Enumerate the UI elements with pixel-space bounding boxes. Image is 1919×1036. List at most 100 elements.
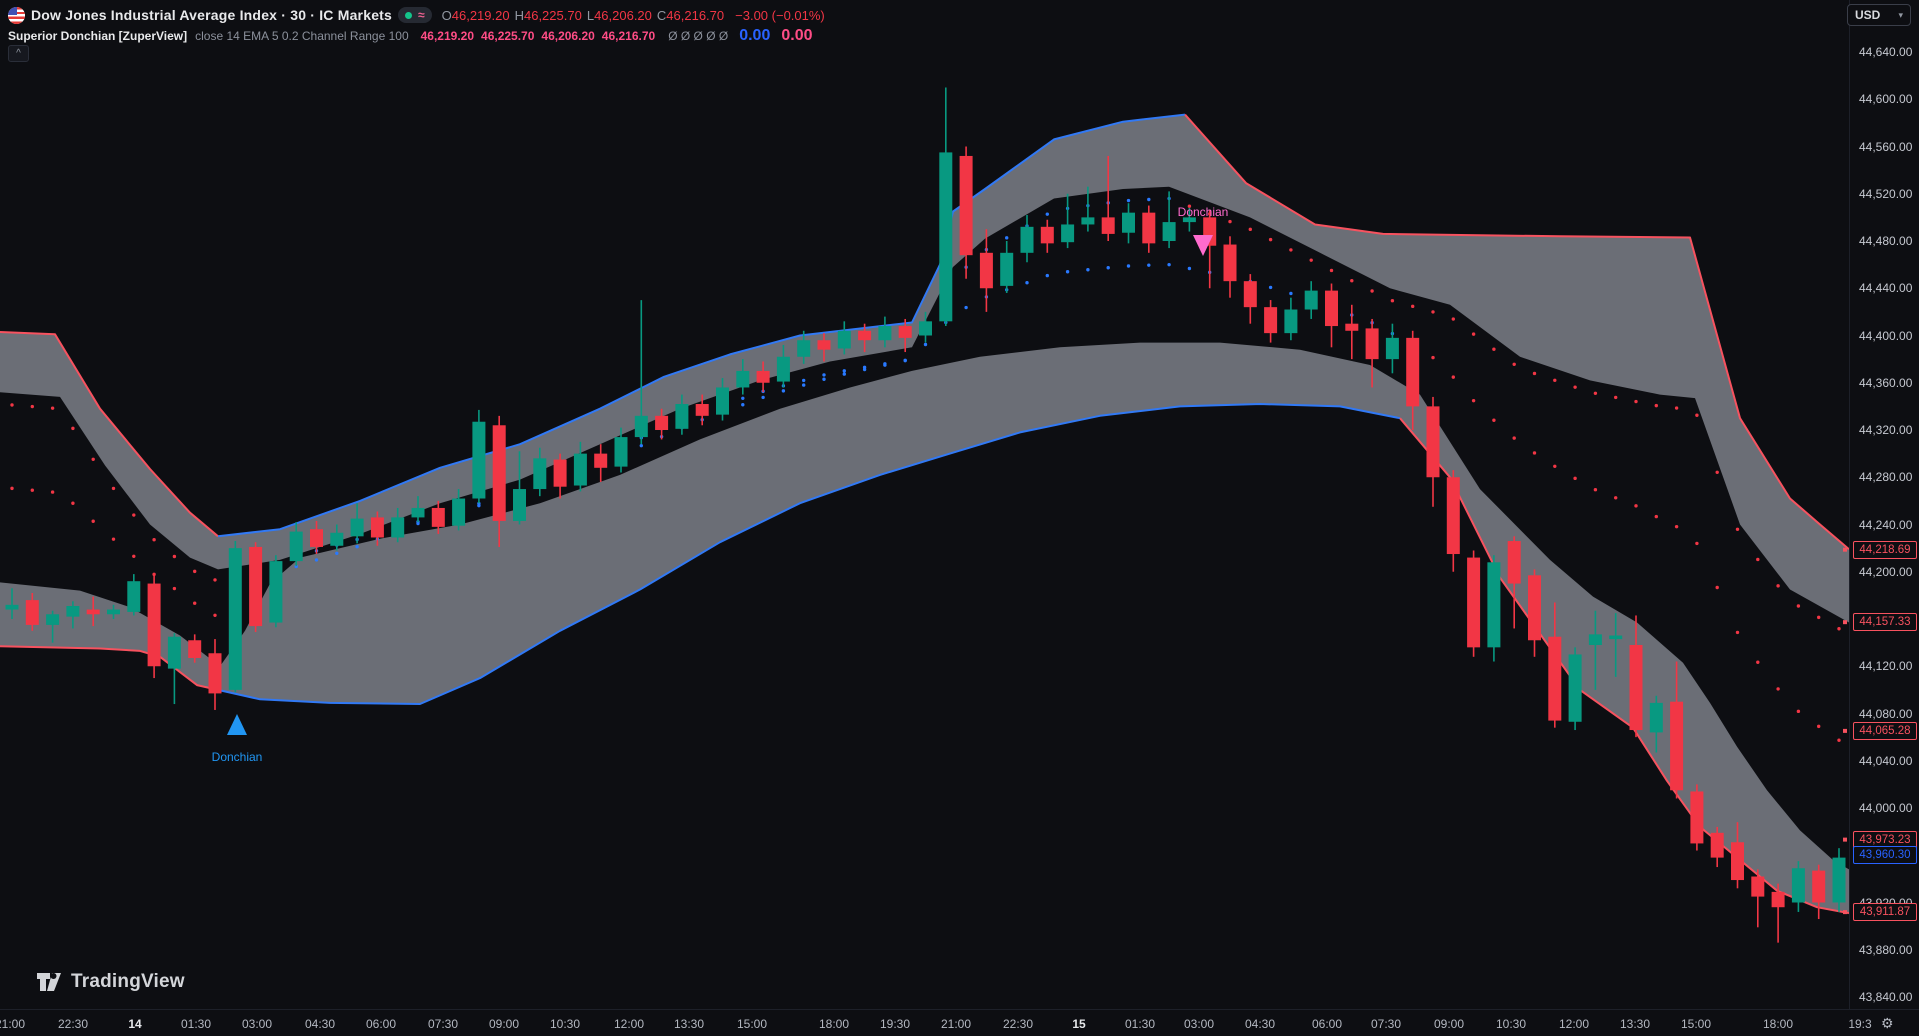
- candle-body: [1325, 290, 1338, 327]
- dotted-ema-high: [314, 558, 319, 562]
- candle-body: [797, 340, 811, 357]
- dotted-ema-high: [294, 564, 298, 569]
- upper-band-border: [217, 113, 1186, 538]
- candle-body: [411, 507, 425, 518]
- dotted-ema-high: [1715, 470, 1719, 474]
- time-axis-label: 10:30: [549, 1017, 581, 1031]
- price-axis-label: 44,600.00: [1859, 92, 1913, 107]
- dotted-basis: [1837, 738, 1841, 742]
- market-open-dot-icon: [405, 11, 413, 19]
- dotted-basis: [923, 342, 928, 347]
- price-axis[interactable]: 44,640.00 44,600.00 44,560.00 44,520.00 44,4…: [1849, 0, 1919, 1009]
- dotted-basis: [842, 372, 846, 376]
- dotted-basis: [903, 358, 907, 363]
- time-axis-label: 01:30: [1124, 1017, 1156, 1031]
- dotted-basis: [111, 537, 116, 541]
- dotted-ema-high: [1289, 248, 1293, 252]
- time-axis-label: 09:00: [1433, 1017, 1465, 1031]
- dotted-ema-high: [1248, 227, 1253, 232]
- price-axis-label: 44,560.00: [1859, 139, 1913, 154]
- time-axis-label: 04:30: [1244, 1017, 1276, 1031]
- dotted-basis: [1695, 541, 1699, 546]
- candle-body: [86, 609, 100, 615]
- legend-collapse-button[interactable]: ^: [8, 45, 29, 62]
- indicator-value: 46,225.70: [481, 29, 535, 43]
- candle-body: [655, 415, 669, 430]
- dotted-ema-high: [193, 569, 197, 574]
- wave-icon: ≈: [418, 8, 425, 22]
- dotted-ema-high: [1228, 219, 1232, 224]
- dotted-basis: [1817, 724, 1821, 729]
- candle-body: [249, 546, 263, 627]
- indicator-params: close 14 EMA 5 0.2 Channel Range 100: [195, 29, 409, 43]
- candle-body: [1832, 857, 1846, 903]
- dotted-basis: [1431, 355, 1435, 360]
- candle-body: [1670, 701, 1684, 791]
- dotted-basis: [1634, 504, 1638, 508]
- time-axis-label: 07:30: [1370, 1017, 1402, 1031]
- candle-body: [776, 356, 790, 382]
- price-axis-label: 44,360.00: [1859, 375, 1913, 390]
- dotted-ema-high: [132, 513, 136, 517]
- price-tag-label: 44,065.28: [1853, 721, 1917, 740]
- time-axis-label: 07:30: [427, 1017, 459, 1031]
- candle-body: [1751, 876, 1765, 897]
- currency-label: USD: [1855, 8, 1881, 22]
- donchian-marker-label: Donchian: [1177, 205, 1229, 219]
- dotted-ema-high: [1512, 362, 1516, 366]
- price-axis-label: 44,520.00: [1859, 186, 1913, 201]
- dotted-basis: [1512, 436, 1516, 440]
- candle-body: [1710, 832, 1724, 858]
- dotted-basis: [1492, 418, 1496, 422]
- dotted-basis: [1654, 514, 1659, 519]
- dotted-basis: [639, 443, 643, 448]
- candle-body: [330, 532, 344, 546]
- dotted-basis: [71, 501, 75, 505]
- candle-body: [289, 531, 303, 562]
- dotted-basis: [1471, 398, 1476, 403]
- axis-settings-gear-icon[interactable]: ⚙: [1881, 1015, 1894, 1031]
- candle-body: [614, 437, 628, 467]
- ohlc-value: 46,206.20: [594, 7, 652, 23]
- dotted-basis: [91, 519, 95, 523]
- price-axis-label: 44,120.00: [1859, 659, 1913, 674]
- candle-body: [472, 421, 486, 499]
- price-tag-label: 44,218.69: [1853, 540, 1917, 559]
- candle-body: [370, 517, 384, 538]
- dotted-basis: [1573, 476, 1577, 481]
- symbol-title[interactable]: Dow Jones Industrial Average Index · 30 …: [31, 7, 393, 23]
- dotted-basis: [964, 305, 968, 310]
- dotted-ema-high: [50, 406, 55, 410]
- dotted-basis: [862, 367, 867, 372]
- time-axis-label: 21:00: [940, 1017, 972, 1031]
- candle-body: [1182, 217, 1196, 223]
- tag-edge-dot: [1843, 837, 1847, 842]
- candle-body: [269, 561, 283, 623]
- market-status-pill[interactable]: ≈: [398, 7, 432, 23]
- dotted-basis: [1614, 496, 1618, 500]
- candle-body: [939, 152, 953, 322]
- dotted-ema-high: [1005, 236, 1009, 240]
- dotted-ema-high: [1431, 310, 1435, 314]
- time-axis[interactable]: ⚙ 21:00 22:30 14 01:30 03:00 04:30 06:00 07:30 0…: [0, 1009, 1919, 1036]
- candle-body: [167, 636, 181, 669]
- dotted-ema-high: [1634, 399, 1638, 404]
- candle-body: [1365, 328, 1379, 360]
- candle-body: [573, 453, 587, 486]
- time-axis-label: 15:00: [736, 1017, 768, 1031]
- dotted-ema-high: [1695, 413, 1699, 417]
- tradingview-logo[interactable]: TradingView: [36, 970, 185, 994]
- candle-body: [1284, 309, 1298, 334]
- indicator-value: 46,219.20: [420, 29, 475, 43]
- dotted-ema-high: [1817, 615, 1821, 620]
- candle-body: [1609, 635, 1623, 640]
- price-axis-label: 44,000.00: [1859, 801, 1913, 815]
- candle-body: [553, 459, 567, 487]
- currency-selector[interactable]: USD ▾: [1847, 4, 1911, 26]
- dotted-ema-high: [741, 396, 745, 400]
- dotted-ema-high: [111, 486, 116, 491]
- dotted-basis: [1045, 273, 1050, 278]
- dotted-basis: [1106, 266, 1110, 270]
- indicator-title[interactable]: Superior Donchian [ZuperView]: [8, 29, 188, 43]
